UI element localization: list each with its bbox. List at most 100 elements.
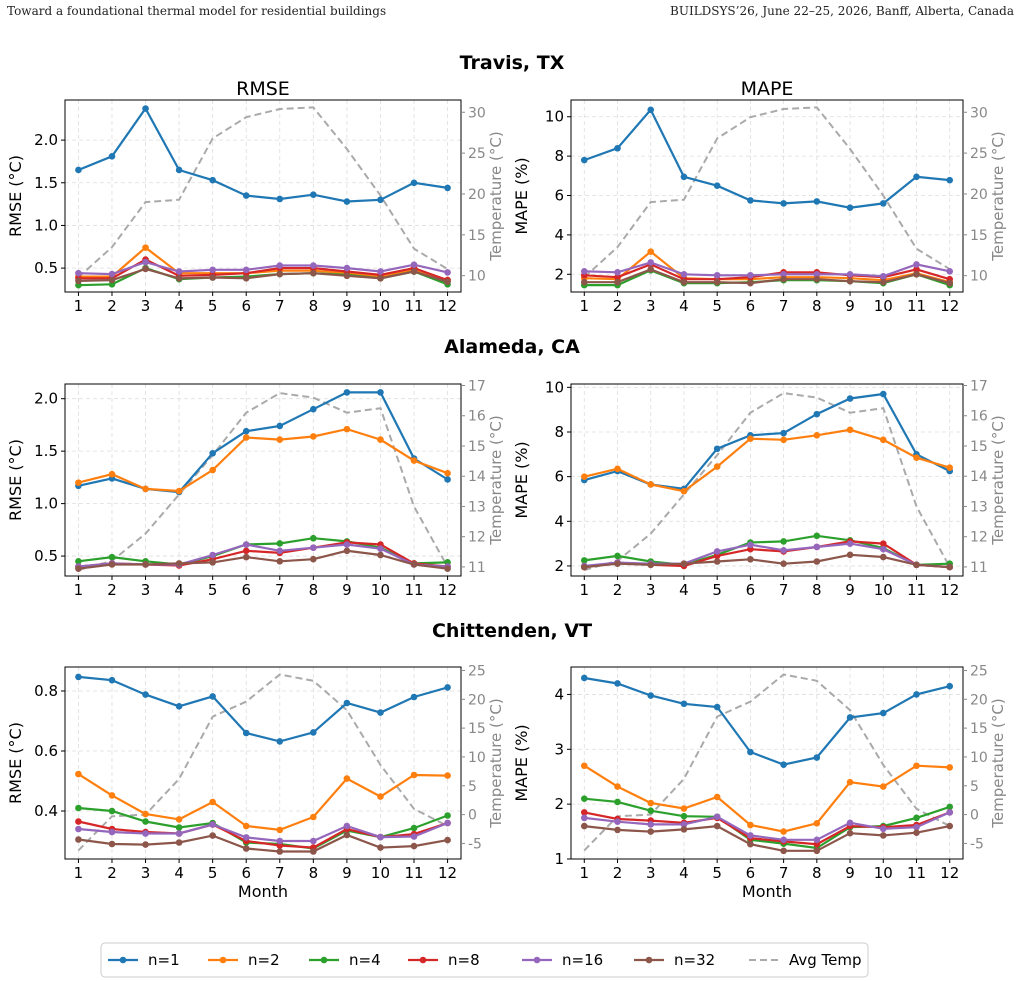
x-tick-label: 9 [342, 581, 352, 599]
temp-tick-label: 15 [970, 228, 988, 244]
series-point [913, 173, 920, 181]
legend-entry: n=2 [208, 951, 280, 969]
temp-axis-label: Temperature (°C) [989, 131, 1007, 261]
series-n1 [580, 674, 954, 768]
series-point [343, 822, 351, 830]
legend-marker [645, 956, 653, 964]
series-line [584, 261, 950, 278]
x-tick-label: 10 [874, 297, 893, 315]
series-point [310, 262, 317, 269]
legend-marker [119, 956, 127, 964]
series-point [580, 822, 588, 830]
series-point [780, 429, 787, 437]
series-point [276, 547, 284, 555]
series-point [310, 191, 317, 199]
x-tick-label: 1 [580, 297, 590, 315]
series-point [242, 192, 250, 199]
y-tick-label: 2 [554, 557, 564, 575]
x-tick-label: 1 [580, 864, 590, 882]
series-point [614, 269, 621, 276]
legend-marker [533, 956, 541, 964]
series-point [713, 793, 721, 801]
x-tick-label: 7 [779, 864, 789, 882]
series-point [846, 778, 854, 786]
x-tick-label: 10 [371, 864, 390, 882]
temp-axis-label: Temperature (°C) [487, 415, 505, 545]
series-point [713, 822, 721, 830]
series-point [310, 848, 317, 855]
series-n32 [580, 822, 954, 855]
series-n2 [580, 762, 954, 835]
series-point [108, 828, 116, 836]
temp-axis-label: Temperature (°C) [487, 698, 505, 828]
series-point [410, 261, 418, 268]
x-tick-label: 8 [309, 864, 319, 882]
series-n2 [75, 770, 451, 834]
series-line [584, 553, 950, 569]
series-point [343, 775, 351, 782]
series-n32 [75, 831, 451, 855]
series-point [242, 541, 250, 548]
x-tick-label: 9 [845, 581, 855, 599]
series-point [310, 433, 317, 440]
series-point [276, 270, 284, 278]
x-tick-label: 3 [646, 297, 656, 315]
series-point [747, 821, 754, 829]
series-point [444, 836, 451, 844]
series-point [614, 560, 621, 568]
x-tick-label: 9 [342, 864, 352, 882]
series-point [913, 762, 920, 770]
series-point [913, 814, 920, 822]
x-tick-label: 12 [438, 581, 457, 599]
x-tick-label: 12 [940, 581, 959, 599]
y-tick-label: 4 [554, 685, 564, 703]
series-point [747, 197, 754, 204]
x-tick-label: 11 [404, 581, 423, 599]
x-tick-label: 10 [371, 297, 390, 315]
series-point [879, 278, 887, 286]
temp-tick-label: 15 [970, 439, 988, 455]
series-n16 [75, 819, 451, 845]
series-point [614, 680, 621, 687]
series-point [444, 812, 451, 819]
series-point [647, 821, 655, 828]
series-point [580, 156, 588, 164]
series-point [780, 547, 787, 554]
axes-frame [64, 99, 462, 293]
y-tick-label: 1.5 [34, 442, 58, 460]
series-point [713, 558, 721, 565]
series-point [75, 804, 82, 812]
series-point [680, 560, 688, 568]
temp-tick-label: 12 [970, 530, 988, 546]
temp-tick-label: 0 [970, 808, 979, 824]
series-point [108, 553, 116, 561]
series-point [780, 275, 787, 283]
region-title: Alameda, CA [444, 336, 580, 358]
temp-tick-label: 15 [468, 439, 486, 455]
x-tick-label: 12 [940, 297, 959, 315]
series-point [276, 837, 284, 845]
series-line [584, 250, 950, 284]
legend-label: n=8 [448, 951, 480, 969]
y-tick-label: 4 [554, 226, 564, 244]
y-tick-label: 0.8 [34, 682, 58, 700]
column-title-rmse: RMSE [236, 78, 290, 100]
x-tick-label: 4 [174, 297, 184, 315]
series-line [78, 267, 448, 283]
panel-rmse: 1 2 3 4 5 6 7 8 9 10 11 120.51.01.52.01112131415161… [6, 379, 505, 599]
x-tick-label: 1 [74, 297, 84, 315]
series-line [78, 833, 448, 853]
series-point [813, 275, 821, 283]
avg-temp-line [78, 392, 449, 571]
series-point [713, 463, 721, 470]
y-tick-label: 1 [554, 850, 564, 868]
series-point [713, 813, 721, 821]
series-point [713, 278, 721, 286]
series-point [647, 561, 655, 569]
x-tick-label: 4 [174, 864, 184, 882]
x-tick-label: 6 [746, 581, 756, 599]
series-point [614, 465, 621, 473]
series-point [913, 823, 920, 831]
temp-tick-label: 17 [970, 379, 988, 395]
series-point [242, 834, 250, 841]
